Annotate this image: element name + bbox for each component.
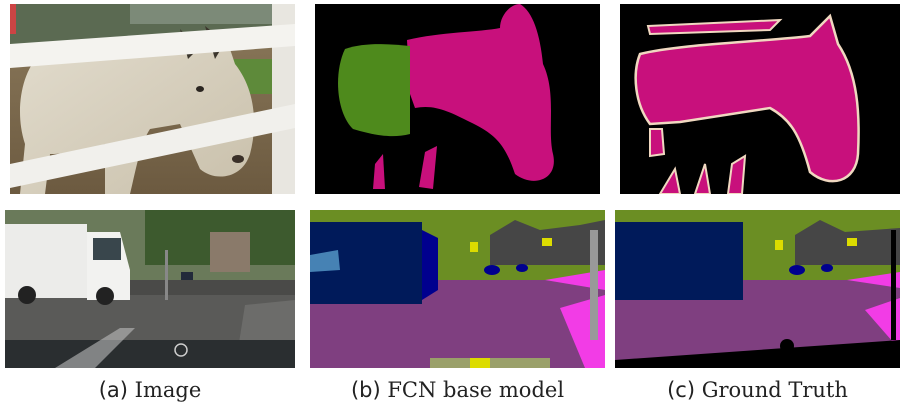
horse-fcn-prediction-panel [315,4,600,194]
caption-a-tag: (a) [98,378,128,402]
horse-image-panel [10,4,295,194]
caption-c-text: Ground Truth [701,378,848,402]
horse-ground-truth-panel [620,4,900,194]
horse-fcn-segmentation [315,4,600,194]
caption-c: (c) Ground Truth [615,378,900,408]
caption-c-tag: (c) [667,378,696,402]
caption-a: (a) Image [5,378,295,408]
caption-b: (b) FCN base model [310,378,605,408]
street-ground-truth-segmentation [615,210,900,368]
caption-a-text: Image [134,378,202,402]
street-fcn-prediction-panel [310,210,605,368]
street-fcn-segmentation [310,210,605,368]
horse-ground-truth-segmentation [620,4,900,194]
caption-b-text: FCN base model [387,378,565,402]
street-ground-truth-panel [615,210,900,368]
street-photo [5,210,295,368]
horse-photo [10,4,295,194]
street-image-panel [5,210,295,368]
caption-b-tag: (b) [350,378,381,402]
